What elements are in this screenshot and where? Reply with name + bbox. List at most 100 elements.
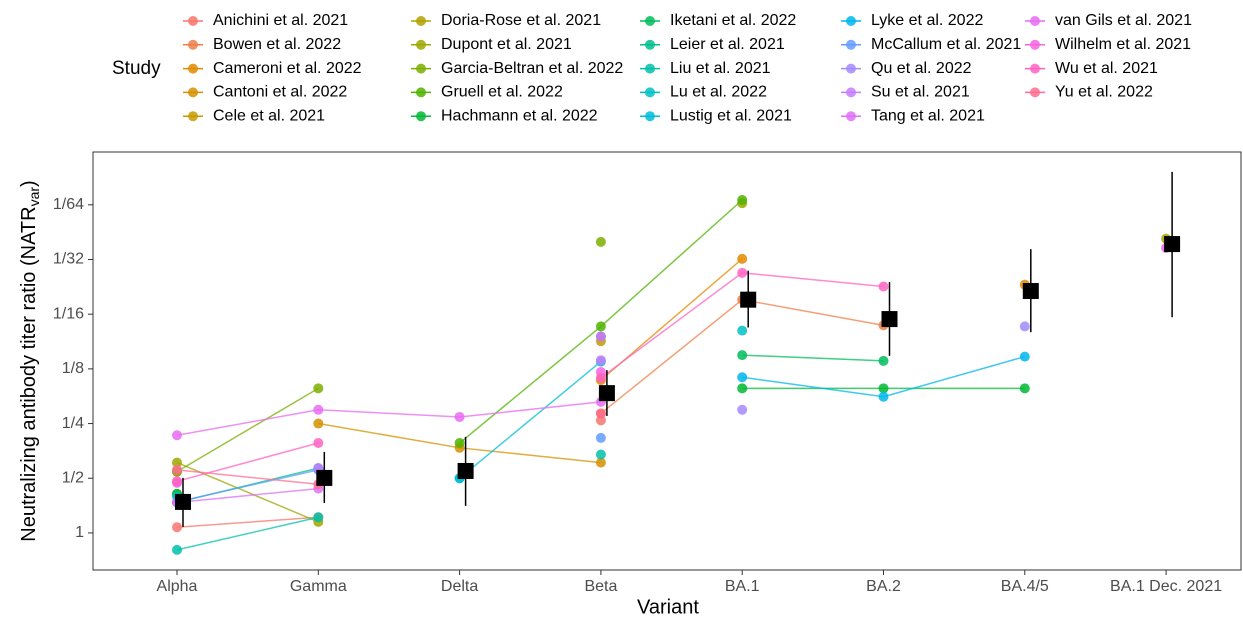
legend-key-point: [645, 111, 655, 122]
x-tick-label: Delta: [441, 578, 478, 595]
legend-label: Qu et al. 2022: [871, 60, 972, 77]
legend-label: Lu et al. 2022: [670, 84, 767, 101]
legend-key-point: [645, 87, 655, 98]
study-point: [595, 355, 606, 366]
study-line: [177, 454, 601, 549]
study-point: [595, 432, 606, 443]
legend-label: Dupont et al. 2021: [441, 36, 572, 53]
study-point: [737, 194, 748, 205]
legend-key-point: [416, 16, 426, 26]
legend-key-point: [416, 63, 426, 74]
legend-label: Cameroni et al. 2022: [213, 60, 362, 77]
study-point: [172, 522, 182, 533]
legend-key-point: [1030, 63, 1040, 74]
study-line: [176, 272, 884, 483]
y-axis-label: Neutralizing antibody titer ratio (NATRv…: [18, 180, 41, 541]
study-point: [595, 449, 606, 460]
study-point: [454, 411, 465, 422]
study-line: [177, 438, 601, 502]
study-line: [177, 337, 601, 503]
legend-label: Hachmann et al. 2022: [441, 107, 598, 124]
study-point: [313, 438, 324, 449]
legend-label: Yu et al. 2022: [1055, 84, 1153, 101]
panel-border: [92, 151, 1242, 571]
study-point: [313, 418, 324, 429]
legend-label: Iketani et al. 2022: [670, 12, 796, 29]
legend-label: Liu et al. 2021: [670, 60, 771, 77]
study-point: [595, 236, 606, 247]
x-tick-label: BA.1 Dec. 2021: [1110, 578, 1222, 595]
legend-label: Wilhelm et al. 2021: [1055, 36, 1191, 53]
y-axis-label-main: Neutralizing antibody titer ratio (NATR: [18, 206, 40, 541]
study-line: [177, 242, 601, 472]
study-point: [1019, 383, 1030, 394]
x-tick-label: BA.2: [866, 578, 901, 595]
x-tick-label: Alpha: [157, 578, 198, 595]
mean-marker: [457, 462, 474, 479]
study-point: [878, 391, 889, 402]
legend-key-point: [846, 111, 856, 122]
mean-marker: [1164, 236, 1181, 253]
study-point: [878, 383, 889, 394]
legend-key-point: [188, 87, 198, 98]
mean-marker: [175, 493, 191, 510]
legend-key-point: [1030, 16, 1040, 26]
y-tick-label: 1/16: [53, 305, 84, 322]
study-line: [459, 361, 602, 479]
y-tick-label: 1/32: [53, 251, 84, 268]
study-point: [878, 355, 889, 366]
study-point: [737, 383, 748, 394]
legend-label: McCallum et al. 2021: [871, 36, 1021, 53]
study-point: [595, 415, 606, 426]
x-tick-label: Beta: [584, 578, 617, 595]
study-point: [737, 325, 748, 336]
mean-marker: [1022, 283, 1039, 300]
legend-label: Gruell et al. 2022: [441, 84, 563, 101]
study-point: [172, 544, 182, 555]
study-point: [1019, 351, 1030, 362]
legend-label: Doria-Rose et al. 2021: [441, 12, 601, 29]
legend-key-point: [846, 63, 856, 74]
legend-label: Cantoni et al. 2022: [213, 84, 347, 101]
study-point: [737, 267, 748, 278]
study-point: [595, 408, 606, 419]
study-point: [737, 350, 748, 361]
legend-label: van Gils et al. 2021: [1055, 12, 1192, 29]
legend-key-point: [416, 111, 426, 122]
y-tick-label: 1/8: [62, 360, 84, 377]
legend-key-point: [416, 87, 426, 98]
legend-label: Lyke et al. 2022: [871, 12, 983, 29]
y-tick-label: 1/64: [53, 196, 84, 213]
study-point: [595, 321, 606, 332]
legend-key-point: [1030, 39, 1040, 50]
study-line: [177, 248, 1166, 435]
x-tick-label: Gamma: [290, 578, 347, 595]
legend-key-point: [645, 39, 655, 50]
legend-label: Wu et al. 2021: [1055, 60, 1158, 77]
study-point: [737, 372, 748, 383]
study-line: [742, 354, 884, 362]
study-point: [172, 464, 182, 475]
legend-key-point: [846, 87, 856, 98]
study-line: [177, 337, 601, 503]
legend-key-point: [1030, 87, 1040, 98]
study-point: [172, 430, 182, 441]
legend-key-point: [416, 39, 426, 50]
study-point: [1019, 321, 1030, 332]
legend-key-point: [846, 39, 856, 50]
legend-label: Lustig et al. 2021: [670, 107, 792, 124]
y-tick-label: 1/2: [62, 469, 84, 486]
legend-label: Cele et al. 2021: [213, 107, 325, 124]
x-axis-label: Variant: [637, 596, 699, 618]
study-point: [595, 372, 606, 383]
legend-label: Tang et al. 2021: [871, 107, 985, 124]
legend-label: Garcia-Beltran et al. 2022: [441, 60, 623, 77]
mean-marker: [740, 291, 757, 308]
legend-key-point: [645, 63, 655, 74]
x-tick-label: BA.4/5: [1001, 578, 1049, 595]
study-point: [172, 457, 182, 468]
study-point: [313, 404, 324, 415]
study-point: [737, 253, 748, 264]
y-tick-label: 1/4: [62, 415, 84, 432]
